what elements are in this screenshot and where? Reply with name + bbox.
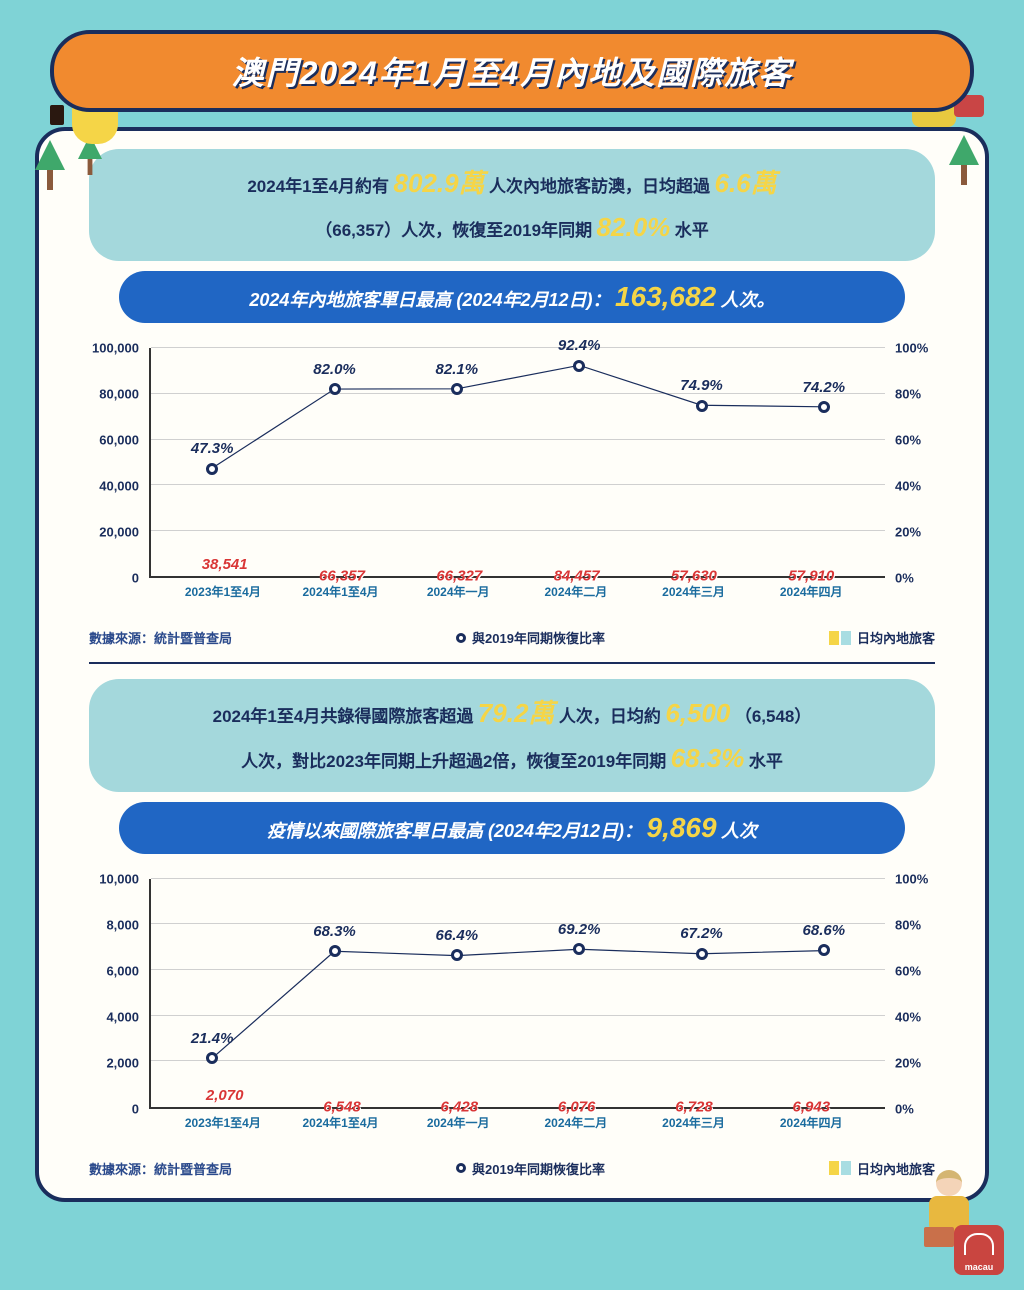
- peak-suffix: 人次: [721, 821, 757, 841]
- legend-bar: 日均內地旅客: [829, 628, 935, 647]
- header-banner: 澳門2024年1月至4月內地及國際旅客: [50, 30, 974, 112]
- x-label: 2024年一月: [399, 583, 517, 600]
- y-tick: 4,000: [106, 1009, 139, 1024]
- x-label: 2024年三月: [635, 1114, 753, 1131]
- y-tick: 40%: [895, 479, 921, 494]
- data-source: 數據來源：統計暨普查局: [89, 1159, 232, 1178]
- summary-highlight: 802.9萬: [394, 168, 485, 198]
- x-label: 2023年1至4月: [164, 1114, 282, 1131]
- y-tick: 80%: [895, 387, 921, 402]
- data-source: 數據來源：統計暨普查局: [89, 628, 232, 647]
- intl-chart: 0 2,000 4,000 6,000 8,000 10,000 0% 20% 40% 60% 80…: [79, 869, 945, 1149]
- y-tick: 60%: [895, 433, 921, 448]
- y-tick: 40,000: [99, 479, 139, 494]
- y-tick: 20%: [895, 525, 921, 540]
- intl-peak: 疫情以來國際旅客單日最高 (2024年2月12日)： 9,869 人次: [119, 802, 905, 854]
- line-chart: [151, 879, 885, 1107]
- intl-summary: 2024年1至4月共錄得國際旅客超過 79.2萬 人次，日均約 6,500 （6…: [89, 679, 935, 791]
- y-tick: 80%: [895, 917, 921, 932]
- macau-logo: macau: [954, 1225, 1004, 1275]
- x-label: 2024年一月: [399, 1114, 517, 1131]
- y-tick: 10,000: [99, 871, 139, 886]
- summary-text: 人次內地旅客訪澳，日均超過: [489, 177, 710, 196]
- y-tick: 80,000: [99, 387, 139, 402]
- x-label: 2024年四月: [752, 583, 870, 600]
- main-card: 2024年1至4月約有 802.9萬 人次內地旅客訪澳，日均超過 6.6萬 （6…: [35, 127, 989, 1202]
- x-label: 2024年四月: [752, 1114, 870, 1131]
- summary-text: 2024年1至4月共錄得國際旅客超過: [213, 707, 474, 726]
- peak-value: 9,869: [647, 812, 717, 843]
- x-label: 2024年1至4月: [282, 1114, 400, 1131]
- mainland-peak: 2024年內地旅客單日最高 (2024年2月12日)： 163,682 人次。: [119, 271, 905, 323]
- legend-line: 與2019年同期恢復比率: [456, 1159, 605, 1178]
- summary-text: 人次，日均約: [559, 707, 661, 726]
- chart2-legend: 數據來源：統計暨普查局 與2019年同期恢復比率 日均內地旅客: [89, 1159, 935, 1178]
- y-tick: 2,000: [106, 1055, 139, 1070]
- summary-highlight: 6.6萬: [715, 168, 777, 198]
- summary-highlight: 79.2萬: [478, 698, 555, 728]
- line-chart: [151, 348, 885, 576]
- y-tick: 60%: [895, 963, 921, 978]
- x-label: 2024年1至4月: [282, 583, 400, 600]
- x-label: 2024年三月: [635, 583, 753, 600]
- y-tick: 20%: [895, 1055, 921, 1070]
- peak-value: 163,682: [615, 281, 716, 312]
- summary-text: 水平: [749, 752, 783, 771]
- peak-label: 2024年內地旅客單日最高 (2024年2月12日)：: [249, 290, 610, 310]
- mainland-chart: 0 20,000 40,000 60,000 80,000 100,000 0% 20% 40%…: [79, 338, 945, 618]
- peak-label: 疫情以來國際旅客單日最高 (2024年2月12日)：: [267, 821, 642, 841]
- y-tick: 0: [132, 1101, 139, 1116]
- peak-suffix: 人次。: [721, 290, 775, 310]
- legend-line: 與2019年同期恢復比率: [456, 628, 605, 647]
- y-tick: 6,000: [106, 963, 139, 978]
- chart1-legend: 數據來源：統計暨普查局 與2019年同期恢復比率 日均內地旅客: [89, 628, 935, 647]
- y-tick: 100%: [895, 871, 928, 886]
- summary-text: 2024年1至4月約有: [247, 177, 389, 196]
- x-label: 2024年二月: [517, 583, 635, 600]
- summary-text: 人次，對比2023年同期上升超過2倍，恢復至2019年同期: [241, 752, 666, 771]
- summary-highlight: 82.0%: [597, 212, 671, 242]
- y-tick: 0: [132, 571, 139, 586]
- section-divider: [89, 662, 935, 664]
- y-tick: 100%: [895, 341, 928, 356]
- y-tick: 0%: [895, 571, 914, 586]
- x-label: 2024年二月: [517, 1114, 635, 1131]
- summary-highlight: 6,500: [665, 698, 730, 728]
- y-tick: 0%: [895, 1101, 914, 1116]
- summary-text: （66,357）人次，恢復至2019年同期: [315, 221, 592, 240]
- y-tick: 100,000: [92, 341, 139, 356]
- mainland-summary: 2024年1至4月約有 802.9萬 人次內地旅客訪澳，日均超過 6.6萬 （6…: [89, 149, 935, 261]
- page-title: 澳門2024年1月至4月內地及國際旅客: [84, 48, 940, 94]
- y-tick: 20,000: [99, 525, 139, 540]
- summary-text: 水平: [675, 221, 709, 240]
- y-tick: 8,000: [106, 917, 139, 932]
- y-tick: 40%: [895, 1009, 921, 1024]
- summary-highlight: 68.3%: [671, 743, 745, 773]
- summary-text: （6,548）: [735, 707, 812, 726]
- x-label: 2023年1至4月: [164, 583, 282, 600]
- y-tick: 60,000: [99, 433, 139, 448]
